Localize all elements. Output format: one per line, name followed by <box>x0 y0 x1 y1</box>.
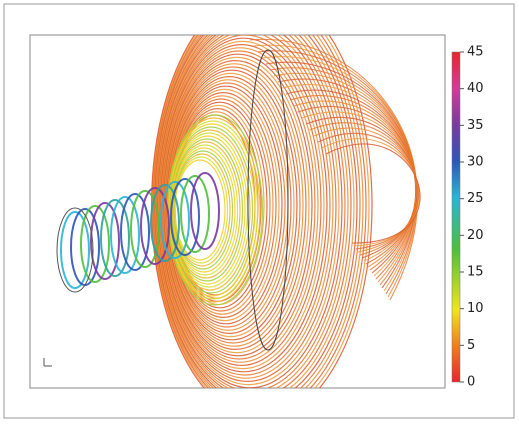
colorbar-tick-label: 45 <box>467 45 484 60</box>
colorbar-tick-label: 25 <box>467 191 484 206</box>
page: {"colorbar": {"range": [0, 45], "ticks":… <box>0 0 519 423</box>
colorbar-tick-label: 20 <box>467 228 484 243</box>
colorbar-tick-label: 15 <box>467 265 484 280</box>
visualization: 0 5 10 15 20 25 30 35 40 45 <box>0 0 519 423</box>
colorbar-tick-label: 35 <box>467 118 484 133</box>
colorbar-tick-label: 10 <box>467 301 484 316</box>
colorbar-tick-label: 30 <box>467 155 484 170</box>
colorbar <box>452 52 460 382</box>
colorbar-tick-label: 40 <box>467 81 484 96</box>
colorbar-ticks: 0 5 10 15 20 25 30 35 40 45 <box>460 45 484 390</box>
colorbar-tick-label: 5 <box>467 338 475 353</box>
colorbar-tick-label: 0 <box>467 375 475 390</box>
